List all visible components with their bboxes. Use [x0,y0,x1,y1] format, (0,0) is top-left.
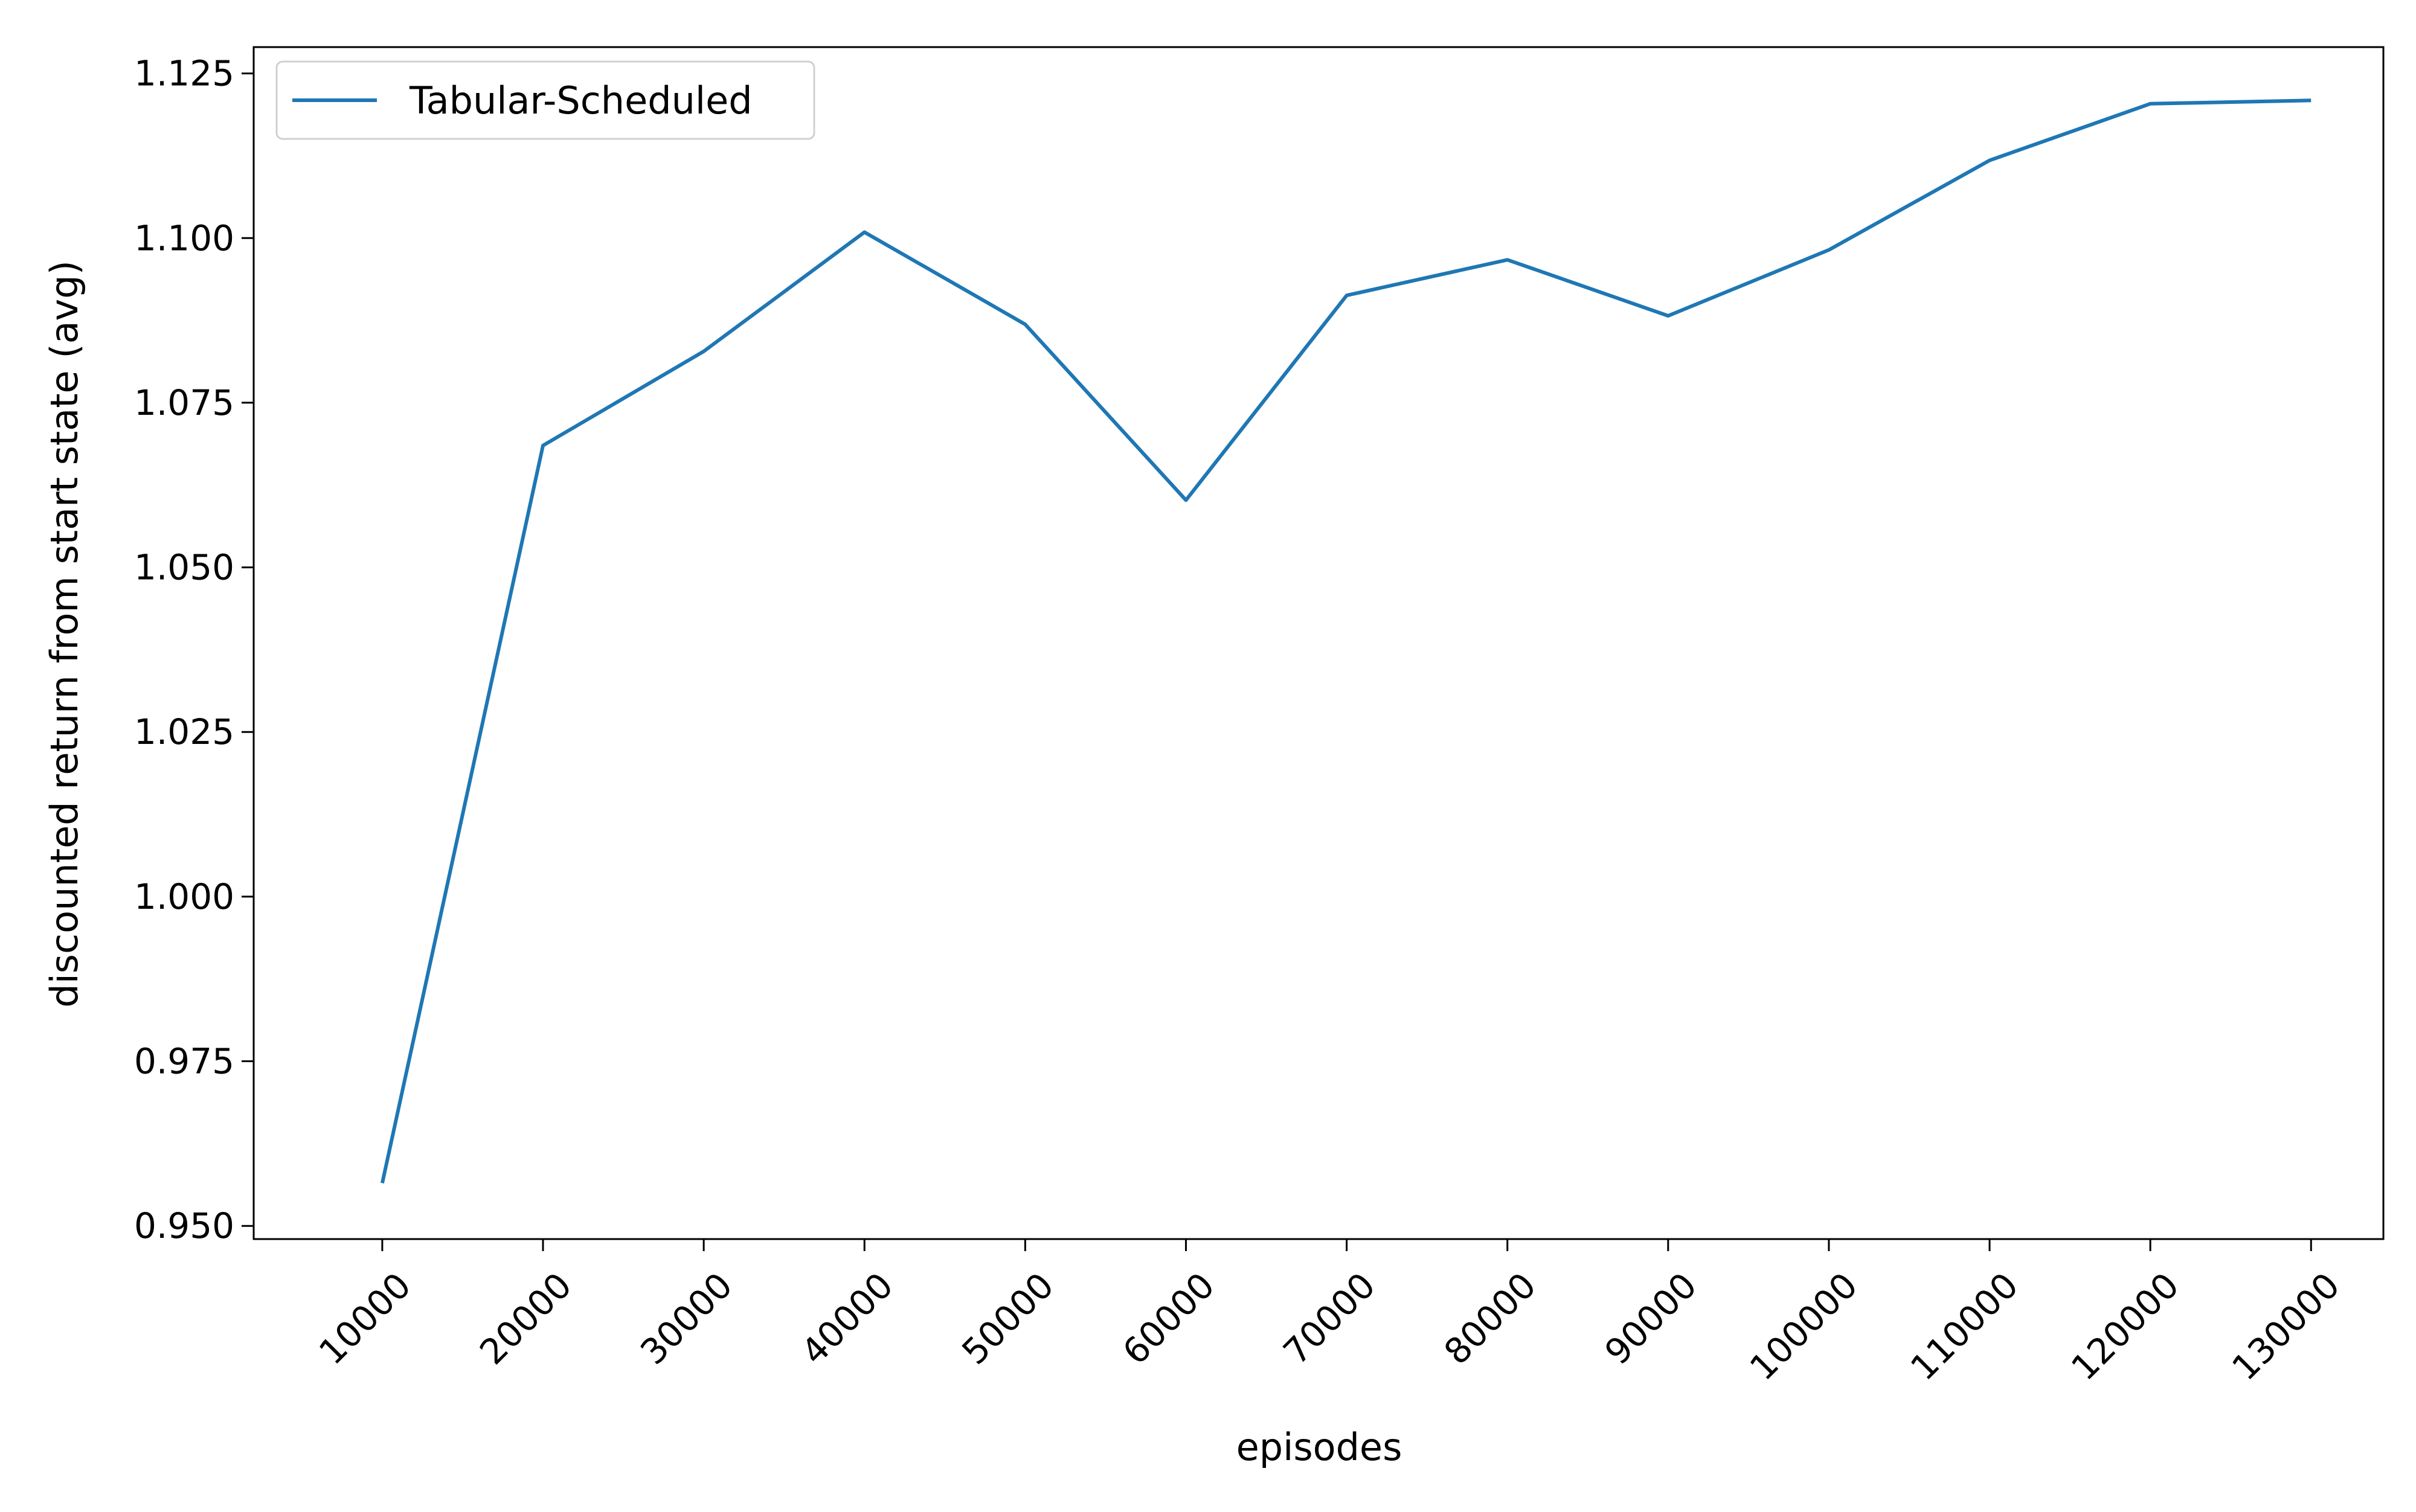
y-tick-label: 0.975 [134,1041,234,1082]
series-line-tabular-scheduled [380,98,2312,1184]
legend-entry-label: Tabular-Scheduled [409,78,753,123]
x-tick-label: 120000 [2063,1265,2187,1389]
x-tick-label: 50000 [954,1265,1062,1373]
x-tick-label: 40000 [793,1265,901,1373]
legend-frame [275,60,815,140]
y-tick-label: 1.075 [134,382,234,423]
y-tick-label: 1.050 [134,547,234,588]
plot-frame [252,46,2385,1240]
y-tick-label: 1.100 [134,217,234,258]
x-tick-label: 100000 [1742,1265,1866,1389]
x-tick-label: 110000 [1903,1265,2026,1389]
x-tick-label: 80000 [1436,1265,1544,1373]
y-tick-label: 1.000 [134,876,234,917]
x-tick-label: 60000 [1115,1265,1223,1373]
x-tick-label: 90000 [1597,1265,1705,1373]
y-tick-label: 1.025 [134,711,234,752]
x-tick-label: 130000 [2224,1265,2348,1389]
x-tick-label: 30000 [632,1265,741,1373]
y-axis-label: discounted return from start state (avg) [42,260,86,1008]
x-axis-label: episodes [1236,1425,1402,1469]
y-tick-label: 1.125 [134,53,234,94]
y-tick-label: 0.950 [134,1205,234,1246]
x-tick-label: 70000 [1276,1265,1384,1373]
legend: Tabular-Scheduled [275,60,815,140]
x-tick-label: 20000 [472,1265,580,1373]
x-tick-label: 10000 [311,1265,419,1373]
